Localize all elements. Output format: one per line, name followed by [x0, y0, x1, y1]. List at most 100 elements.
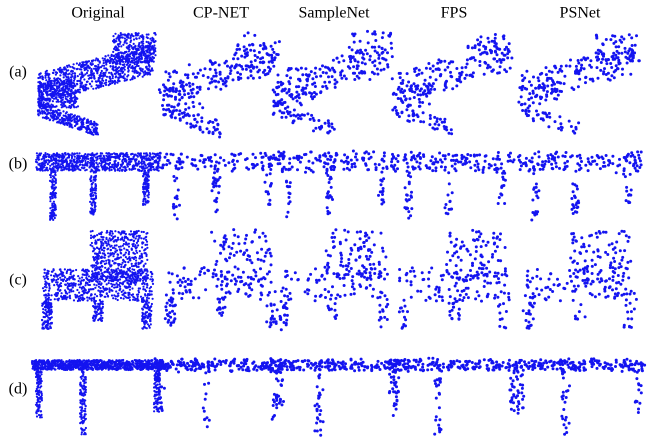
point	[321, 85, 324, 88]
point	[395, 93, 398, 96]
point	[524, 102, 527, 105]
point	[533, 186, 536, 189]
point	[248, 44, 251, 47]
point	[314, 67, 317, 70]
point	[175, 109, 178, 112]
point	[258, 69, 261, 72]
point	[622, 173, 625, 176]
point	[53, 162, 55, 164]
point	[558, 167, 561, 170]
point	[204, 67, 207, 70]
point	[347, 65, 350, 68]
point	[131, 158, 133, 160]
point	[108, 291, 110, 293]
point	[151, 48, 153, 50]
point	[507, 160, 510, 163]
point	[85, 68, 87, 70]
point	[83, 67, 85, 69]
point	[130, 57, 132, 59]
point	[86, 72, 88, 74]
point	[628, 33, 631, 36]
point	[74, 76, 76, 78]
point	[330, 155, 333, 158]
point	[213, 171, 216, 174]
point	[92, 213, 94, 215]
point	[175, 89, 178, 92]
point	[53, 82, 55, 84]
point	[51, 186, 53, 188]
point	[518, 159, 521, 162]
point	[343, 153, 346, 156]
point	[174, 196, 177, 199]
point	[51, 170, 53, 172]
point	[336, 57, 339, 60]
point	[79, 119, 81, 121]
point	[549, 153, 552, 156]
point	[319, 128, 322, 131]
point	[165, 163, 168, 166]
point	[243, 34, 246, 37]
point	[186, 76, 189, 79]
point	[287, 192, 290, 195]
point	[551, 167, 554, 170]
point	[285, 92, 288, 95]
point	[72, 70, 74, 72]
point	[46, 102, 48, 104]
point	[367, 152, 370, 155]
point	[479, 53, 482, 56]
point	[219, 71, 222, 74]
point	[82, 122, 84, 124]
point	[340, 77, 343, 80]
point	[451, 165, 454, 168]
point	[83, 126, 85, 128]
point	[419, 157, 422, 160]
point	[108, 282, 110, 284]
point	[41, 77, 43, 79]
point	[367, 168, 370, 171]
point	[55, 118, 57, 120]
point-clouds	[31, 30, 646, 437]
point	[576, 162, 579, 165]
point	[40, 103, 42, 105]
point	[65, 154, 67, 156]
point	[66, 106, 68, 108]
point	[502, 178, 505, 181]
point	[197, 113, 200, 116]
point	[513, 158, 516, 161]
point	[86, 61, 88, 63]
point	[207, 76, 210, 79]
point	[79, 164, 81, 166]
point	[408, 97, 411, 100]
point	[428, 103, 431, 106]
point	[593, 160, 596, 163]
point	[45, 167, 47, 169]
point	[134, 168, 136, 170]
point	[168, 72, 171, 75]
point	[91, 70, 93, 72]
point	[400, 82, 403, 85]
point	[348, 168, 351, 171]
point	[215, 161, 218, 164]
point	[66, 93, 68, 95]
point	[555, 165, 558, 168]
point	[410, 151, 413, 154]
point	[584, 57, 587, 60]
point	[602, 43, 605, 46]
point	[418, 105, 421, 108]
point	[124, 37, 126, 39]
point	[134, 46, 136, 48]
point	[340, 159, 343, 162]
point	[444, 154, 447, 157]
point	[169, 114, 172, 117]
point	[380, 69, 383, 72]
point	[147, 62, 149, 64]
point	[354, 165, 357, 168]
point	[101, 317, 103, 319]
point	[317, 119, 320, 122]
point	[525, 157, 528, 160]
point	[92, 88, 94, 90]
point	[288, 82, 291, 85]
point	[177, 157, 180, 160]
point	[285, 180, 288, 183]
point	[275, 93, 278, 96]
